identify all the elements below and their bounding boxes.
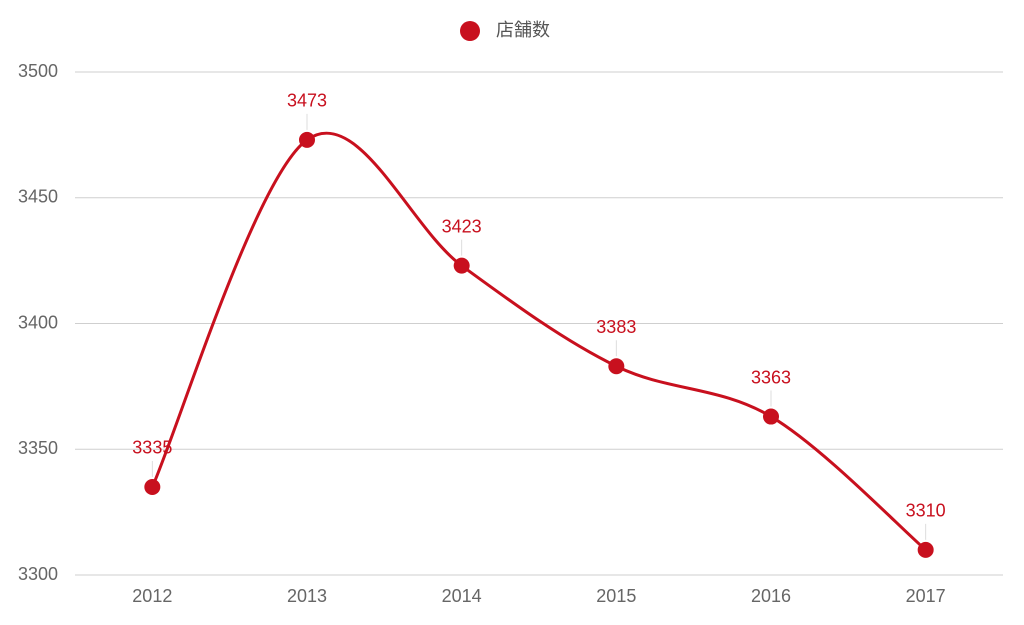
data-label: 3335 [132, 438, 172, 458]
data-point [763, 408, 779, 425]
data-label: 3363 [751, 367, 791, 387]
data-point [917, 541, 934, 558]
y-tick-label: 3400 [18, 312, 58, 332]
data-label: 3423 [442, 216, 482, 236]
y-tick-label: 3350 [18, 438, 58, 458]
x-tick-label: 2017 [906, 586, 946, 606]
legend-label: 店舗数 [496, 20, 550, 40]
x-tick-label: 2015 [596, 586, 636, 606]
data-label: 3473 [287, 91, 327, 111]
data-label: 3310 [906, 501, 946, 521]
x-tick-label: 2012 [132, 586, 172, 606]
data-label: 3383 [596, 317, 636, 337]
data-point [299, 131, 315, 148]
x-tick-label: 2016 [751, 586, 791, 606]
x-tick-label: 2014 [442, 586, 482, 606]
data-point [608, 358, 625, 375]
series-line [150, 131, 927, 551]
y-tick-label: 3500 [18, 61, 58, 81]
y-tick-label: 3300 [18, 564, 58, 584]
legend-marker [460, 21, 480, 41]
data-point [144, 478, 161, 495]
data-point [453, 257, 470, 274]
y-tick-label: 3450 [18, 187, 58, 207]
x-tick-label: 2013 [287, 586, 327, 606]
